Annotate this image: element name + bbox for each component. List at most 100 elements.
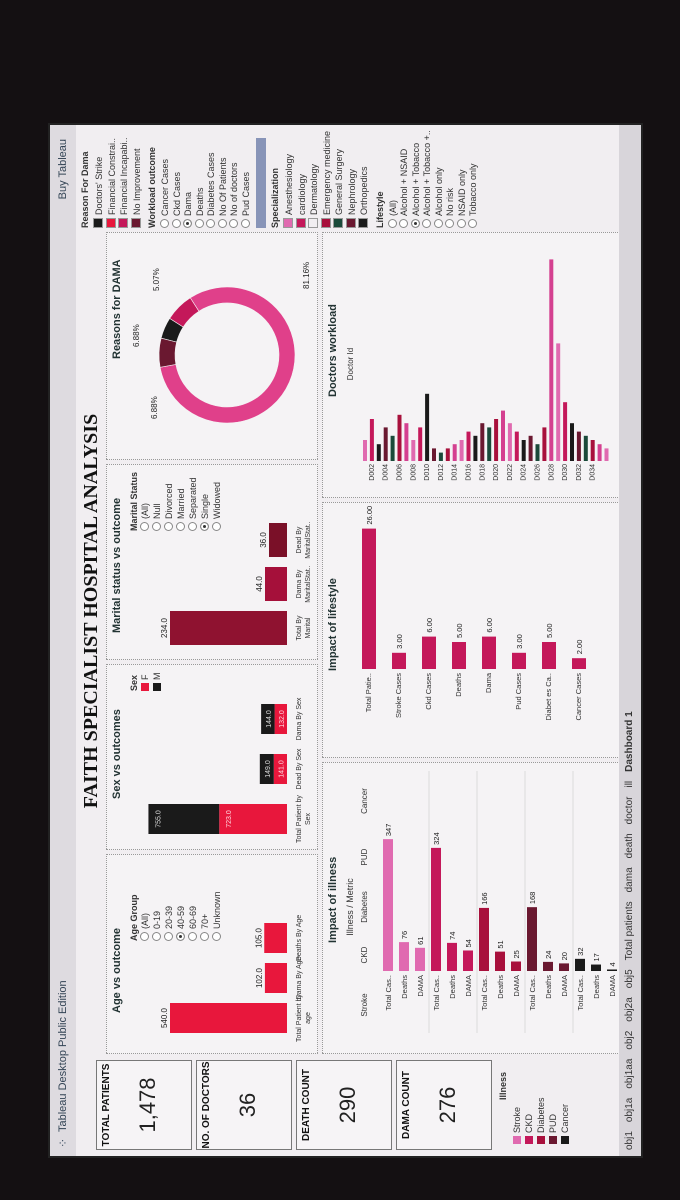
kpi-doctors[interactable]: NO. OF DOCTORS 36 — [196, 1060, 292, 1150]
radio-icon[interactable] — [410, 219, 420, 228]
sheet-tab[interactable]: doctor — [624, 796, 635, 825]
doctor-bar — [514, 431, 519, 461]
sheet-tab[interactable]: obj2 — [624, 1030, 635, 1050]
radio-icon[interactable] — [399, 219, 408, 228]
illness-legend-item[interactable]: PUD — [547, 1060, 559, 1144]
reason-item[interactable]: Financial Constrai.. — [105, 123, 119, 228]
lifestyle-option[interactable]: No risk — [445, 123, 457, 228]
lifestyle-option[interactable]: Alcohol + Tobacco +.. — [422, 123, 434, 228]
illness-bar-value: 76 — [400, 931, 409, 939]
radio-icon[interactable] — [229, 219, 238, 228]
workload-option[interactable]: Ckd Cases — [171, 123, 184, 228]
radio-icon[interactable] — [194, 219, 204, 228]
workload-option[interactable]: Dama — [183, 123, 195, 228]
sheet-tab[interactable]: obj1 — [624, 1131, 635, 1150]
lifestyle-option[interactable]: Tobacco only — [468, 123, 480, 228]
radio-icon[interactable] — [468, 219, 477, 228]
workload-option[interactable]: Deaths — [194, 123, 207, 228]
specialization-item[interactable]: General Surgery — [333, 123, 346, 228]
lifestyle-category-label: Cancer Cases — [574, 673, 583, 721]
kpi-death-count[interactable]: DEATH COUNT 290 — [296, 1060, 392, 1150]
radio-icon[interactable] — [445, 219, 454, 228]
radio-icon[interactable] — [183, 219, 192, 228]
illness-row-label: Deaths — [496, 975, 505, 999]
reason-item[interactable]: Financial Incapabi.. — [118, 123, 131, 228]
illness-legend-item[interactable]: Cancer — [559, 1060, 571, 1144]
tableau-window: ⁘ Tableau Desktop Public Edition Buy Tab… — [48, 123, 643, 1158]
specialization-item[interactable]: Dermatology — [308, 123, 321, 228]
specialization-item[interactable]: Orthopedics — [358, 123, 371, 228]
doctor-bar — [549, 259, 554, 461]
illness-panel: Impact of illness Illness / Metric Stroke… — [322, 762, 621, 1054]
workload-option[interactable]: Cancer Cases — [160, 123, 172, 228]
radio-icon[interactable] — [206, 219, 215, 228]
radio-icon[interactable] — [160, 219, 169, 228]
sheet-tab[interactable]: obj1aa — [624, 1058, 635, 1089]
illness-legend-item[interactable]: CKD — [523, 1060, 535, 1144]
workload-option[interactable]: Diabetes Cases — [206, 123, 218, 228]
lifestyle-option[interactable]: Alcohol + Tobacco — [410, 123, 423, 228]
sheet-tab[interactable]: death — [624, 833, 635, 859]
doctor-bar — [411, 440, 416, 461]
workload-option[interactable]: No of doctors — [229, 123, 241, 228]
sheet-tab[interactable]: Total patients — [624, 901, 635, 961]
buy-tableau-link[interactable]: Buy Tableau — [57, 139, 69, 200]
doctor-bar — [487, 427, 492, 461]
lifestyle-category-label: Deaths — [454, 673, 463, 697]
lifestyle-option-label: Tobacco only — [468, 163, 478, 216]
lifestyle-category-label: Ckd Cases — [424, 673, 433, 710]
age-panel: Age vs outcome Age Group (All) 0-19 20-39 4… — [106, 854, 318, 1054]
radio-icon[interactable] — [217, 219, 227, 228]
dama-pct-label: 6.88% — [132, 324, 141, 347]
sheet-tab[interactable]: ill — [624, 780, 635, 788]
illness-bar — [543, 961, 553, 971]
lifestyle-option[interactable]: NSAID only — [456, 123, 469, 228]
kpi-total-patients[interactable]: TOTAL PATIENTS 1,478 — [96, 1060, 192, 1150]
radio-icon[interactable] — [387, 219, 397, 228]
illness-bar-value: 347 — [384, 824, 393, 837]
lifestyle-bar — [422, 636, 436, 669]
sheet-tab[interactable]: dama — [624, 867, 635, 893]
age-bar — [170, 1003, 287, 1033]
illness-row-label: Deaths — [448, 975, 457, 999]
color-swatch-icon — [320, 218, 331, 228]
illness-row-label: Deaths — [592, 975, 601, 999]
specialization-item[interactable]: Anesthesiology — [283, 123, 296, 228]
sheet-tab[interactable]: obj1a — [624, 1097, 635, 1123]
illness-bar-value: 24 — [544, 951, 553, 959]
illness-legend-item[interactable]: Diabetes — [535, 1060, 547, 1144]
age-bar-value: 102.0 — [255, 967, 264, 988]
reason-item[interactable]: Doctors' Strike — [93, 123, 106, 228]
lifestyle-option[interactable]: (All) — [387, 123, 400, 228]
illness-bar — [495, 951, 505, 971]
specialization-item[interactable]: Emergency medicine — [320, 123, 334, 228]
specialization-item[interactable]: cardiology — [295, 123, 309, 228]
reason-item[interactable]: No Improvement — [130, 123, 144, 228]
dama-pct-label: 6.88% — [150, 396, 159, 419]
radio-icon[interactable] — [240, 219, 250, 228]
doctor-tick-label: D018 — [479, 464, 486, 481]
radio-icon[interactable] — [456, 219, 466, 228]
doctor-tick-label: D024 — [521, 464, 528, 481]
radio-icon[interactable] — [422, 219, 431, 228]
illness-row-label: Deaths — [400, 975, 409, 999]
sex-bar-value: 723.0 — [226, 810, 233, 828]
kpi-dama-count[interactable]: DAMA COUNT 276 — [396, 1060, 492, 1150]
lifestyle-bar — [362, 528, 376, 669]
lifestyle-option[interactable]: Alcohol only — [433, 123, 446, 228]
workload-scrollbar[interactable] — [256, 138, 266, 228]
radio-icon[interactable] — [171, 219, 181, 228]
workload-option[interactable]: Pud Cases — [240, 123, 253, 228]
specialization-label: Dermatology — [309, 163, 319, 215]
lifestyle-category-label: Pud Cases — [514, 673, 523, 710]
kpi-value: 290 — [335, 1086, 360, 1124]
workload-option[interactable]: No Of Patients — [217, 123, 230, 228]
lifestyle-option[interactable]: Alcohol + NSAID — [399, 123, 411, 228]
sheet-tab[interactable]: obj5 — [624, 969, 635, 989]
color-swatch-icon — [118, 218, 128, 228]
illness-legend-item[interactable]: Stroke — [511, 1060, 523, 1144]
radio-icon[interactable] — [433, 219, 443, 228]
sheet-tab[interactable]: obj2a — [624, 997, 635, 1022]
specialization-item[interactable]: Nephrology — [345, 123, 359, 228]
sheet-tab[interactable]: Dashboard 1 — [624, 711, 635, 772]
